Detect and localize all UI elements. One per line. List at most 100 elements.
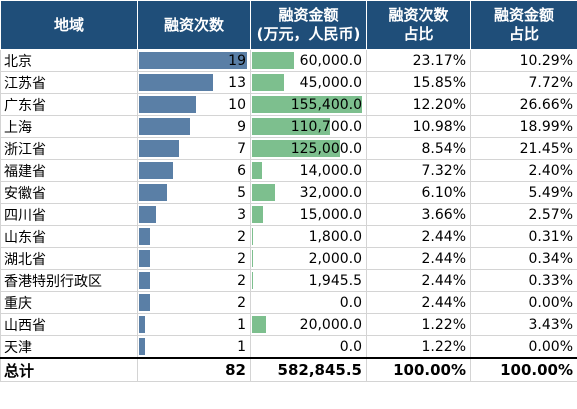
count-share-cell: 10.98%: [366, 115, 471, 138]
count-share-cell: 2.44%: [366, 269, 471, 292]
count-cell: 6: [137, 159, 251, 182]
amount-cell: 0.0: [250, 335, 367, 359]
table-row: 上海 9 110,700.0 10.98% 18.99%: [0, 115, 577, 138]
table-row: 北京 19 60,000.0 23.17% 10.29%: [0, 49, 577, 72]
amount-share-cell: 0.00%: [470, 335, 577, 359]
count-share-cell: 1.22%: [366, 335, 471, 359]
count-cell: 7: [137, 137, 251, 160]
count-cell: 2: [137, 269, 251, 292]
amount-data-bar: [252, 52, 294, 69]
header-region: 地域: [0, 0, 138, 50]
count-cell: 9: [137, 115, 251, 138]
table-row: 江苏省 13 45,000.0 15.85% 7.72%: [0, 71, 577, 94]
amount-cell: 14,000.0: [250, 159, 367, 182]
region-cell: 北京: [0, 49, 138, 72]
count-data-bar: [139, 294, 150, 311]
amount-data-bar: [252, 162, 262, 179]
table-row: 天津 1 0.0 1.22% 0.00%: [0, 335, 577, 359]
amount-cell: 45,000.0: [250, 71, 367, 94]
table-row: 安徽省 5 32,000.0 6.10% 5.49%: [0, 181, 577, 204]
amount-share-cell: 0.33%: [470, 269, 577, 292]
count-cell: 13: [137, 71, 251, 94]
header-count-share: 融资次数 占比: [366, 0, 471, 50]
amount-data-bar: [252, 250, 253, 267]
region-cell: 广东省: [0, 93, 138, 116]
amount-cell: 2,000.0: [250, 247, 367, 270]
amount-share-cell: 26.66%: [470, 93, 577, 116]
table-row: 山东省 2 1,800.0 2.44% 0.31%: [0, 225, 577, 248]
count-cell: 2: [137, 225, 251, 248]
table-row: 山西省 1 20,000.0 1.22% 3.43%: [0, 313, 577, 336]
amount-cell: 60,000.0: [250, 49, 367, 72]
region-cell: 山西省: [0, 313, 138, 336]
amount-data-bar: [252, 316, 266, 333]
count-share-cell: 2.44%: [366, 225, 471, 248]
amount-data-bar: [252, 140, 340, 157]
amount-cell: 1,945.5: [250, 269, 367, 292]
table-body: 北京 19 60,000.0 23.17% 10.29% 江苏省 13 45,000.0 15.…: [0, 49, 577, 359]
count-share-cell: 3.66%: [366, 203, 471, 226]
amount-cell: 125,000.0: [250, 137, 367, 160]
count-share-cell: 2.44%: [366, 247, 471, 270]
header-count: 融资次数: [137, 0, 251, 50]
table-row: 浙江省 7 125,000.0 8.54% 21.45%: [0, 137, 577, 160]
total-count-share: 100.00%: [366, 357, 471, 382]
count-data-bar: [139, 118, 190, 135]
amount-cell: 110,700.0: [250, 115, 367, 138]
count-share-cell: 23.17%: [366, 49, 471, 72]
count-share-cell: 12.20%: [366, 93, 471, 116]
header-row: 地域 融资次数 融资金额 (万元，人民币) 融资次数 占比 融资金额 占比: [0, 0, 577, 50]
amount-share-cell: 10.29%: [470, 49, 577, 72]
amount-cell: 15,000.0: [250, 203, 367, 226]
header-amount: 融资金额 (万元，人民币): [250, 0, 367, 50]
count-data-bar: [139, 206, 156, 223]
count-cell: 2: [137, 291, 251, 314]
total-row: 总计 82 582,845.5 100.00% 100.00%: [0, 357, 577, 382]
amount-share-cell: 0.31%: [470, 225, 577, 248]
amount-share-cell: 2.57%: [470, 203, 577, 226]
region-cell: 重庆: [0, 291, 138, 314]
count-share-cell: 6.10%: [366, 181, 471, 204]
region-cell: 四川省: [0, 203, 138, 226]
region-cell: 江苏省: [0, 71, 138, 94]
count-data-bar: [139, 140, 179, 157]
count-data-bar: [139, 272, 150, 289]
count-cell: 2: [137, 247, 251, 270]
amount-cell: 0.0: [250, 291, 367, 314]
count-data-bar: [139, 162, 173, 179]
amount-share-cell: 2.40%: [470, 159, 577, 182]
count-data-bar: [139, 338, 145, 355]
region-cell: 上海: [0, 115, 138, 138]
total-count: 82: [137, 357, 251, 382]
amount-share-cell: 21.45%: [470, 137, 577, 160]
amount-cell: 20,000.0: [250, 313, 367, 336]
count-cell: 10: [137, 93, 251, 116]
region-cell: 福建省: [0, 159, 138, 182]
amount-data-bar: [252, 184, 275, 201]
amount-share-cell: 3.43%: [470, 313, 577, 336]
count-data-bar: [139, 316, 145, 333]
count-share-cell: 1.22%: [366, 313, 471, 336]
region-cell: 香港特别行政区: [0, 269, 138, 292]
table-row: 湖北省 2 2,000.0 2.44% 0.34%: [0, 247, 577, 270]
amount-data-bar: [252, 74, 284, 91]
amount-data-bar: [252, 206, 263, 223]
amount-share-cell: 7.72%: [470, 71, 577, 94]
count-data-bar: [139, 96, 196, 113]
amount-cell: 155,400.0: [250, 93, 367, 116]
amount-cell: 1,800.0: [250, 225, 367, 248]
total-amount: 582,845.5: [250, 357, 367, 382]
region-cell: 天津: [0, 335, 138, 359]
amount-data-bar: [252, 96, 362, 113]
region-cell: 浙江省: [0, 137, 138, 160]
amount-share-cell: 0.00%: [470, 291, 577, 314]
table-row: 重庆 2 0.0 2.44% 0.00%: [0, 291, 577, 314]
financing-table: 地域 融资次数 融资金额 (万元，人民币) 融资次数 占比 融资金额 占比 北京 19 6…: [0, 0, 577, 382]
amount-cell: 32,000.0: [250, 181, 367, 204]
table-row: 香港特别行政区 2 1,945.5 2.44% 0.33%: [0, 269, 577, 292]
count-data-bar: [139, 74, 213, 91]
amount-share-cell: 18.99%: [470, 115, 577, 138]
total-label: 总计: [0, 357, 138, 382]
table-row: 广东省 10 155,400.0 12.20% 26.66%: [0, 93, 577, 116]
count-share-cell: 7.32%: [366, 159, 471, 182]
